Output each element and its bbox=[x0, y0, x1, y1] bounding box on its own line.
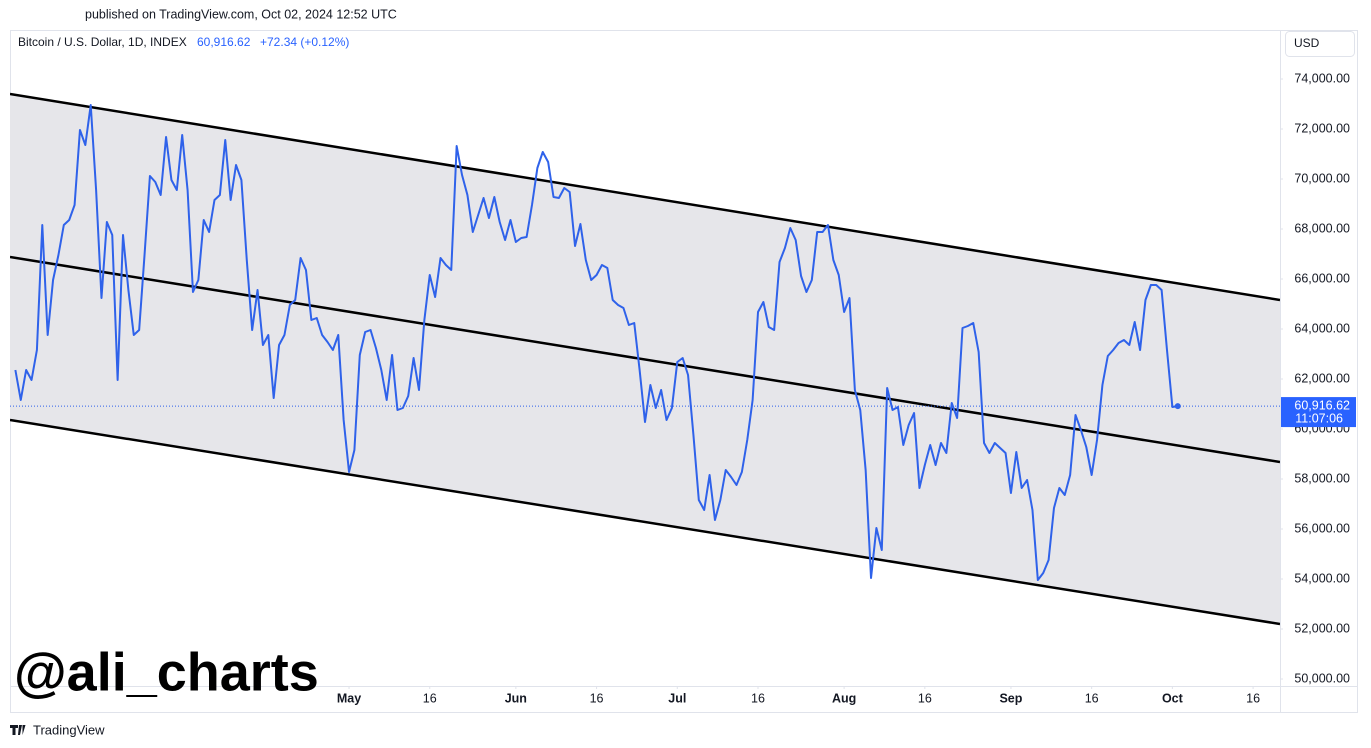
countdown: 11:07:06 bbox=[1295, 411, 1343, 425]
y-tick-label: 62,000.00 bbox=[1294, 371, 1350, 385]
channel-middle bbox=[10, 255, 1280, 464]
price-tag-label: 60,916.62 bbox=[1294, 398, 1350, 412]
x-tick-label: 16 bbox=[751, 691, 765, 705]
header-change: +72.34 (+0.12%) bbox=[260, 35, 349, 49]
brand: TradingView bbox=[33, 722, 105, 737]
y-tick-label: 64,000.00 bbox=[1294, 321, 1350, 335]
channel-upper bbox=[10, 92, 1280, 302]
currency[interactable]: USD bbox=[1294, 36, 1320, 50]
x-tick-label: Aug bbox=[832, 691, 856, 705]
y-tick-label: 54,000.00 bbox=[1294, 571, 1350, 585]
y-tick-label: 58,000.00 bbox=[1294, 471, 1350, 485]
x-tick-label: 16 bbox=[590, 691, 604, 705]
channel-lower bbox=[10, 418, 1280, 626]
x-tick-label: Jun bbox=[505, 691, 527, 705]
x-tick-label: Oct bbox=[1162, 691, 1184, 705]
y-tick-label: 74,000.00 bbox=[1294, 71, 1350, 85]
y-tick-label: 72,000.00 bbox=[1294, 121, 1350, 135]
last-point bbox=[1174, 403, 1181, 410]
y-tick-label: 52,000.00 bbox=[1294, 621, 1350, 635]
y-tick-label: 66,000.00 bbox=[1294, 271, 1350, 285]
x-tick-label: 16 bbox=[918, 691, 932, 705]
x-tick-label: May bbox=[337, 691, 361, 705]
x-tick-label: Jul bbox=[668, 691, 686, 705]
y-tick-label: 56,000.00 bbox=[1294, 521, 1350, 535]
price-tag bbox=[1281, 397, 1356, 428]
logo-icon bbox=[10, 725, 26, 735]
y-tick-label: 68,000.00 bbox=[1294, 221, 1350, 235]
x-tick-label: Sep bbox=[999, 691, 1022, 705]
price-line bbox=[14, 104, 1178, 581]
brand-logo: TradingView bbox=[10, 722, 105, 737]
currency-button[interactable] bbox=[1285, 31, 1355, 57]
published-note: published on TradingView.com, Oct 02, 20… bbox=[85, 7, 397, 21]
plot-area bbox=[10, 92, 1280, 626]
x-tick-label: 16 bbox=[423, 691, 437, 705]
x-tick-label: 16 bbox=[1246, 691, 1260, 705]
header-price: 60,916.62 bbox=[197, 35, 251, 49]
symbol: Bitcoin / U.S. Dollar, 1D, INDEX bbox=[18, 35, 187, 49]
watermark: @ali_charts bbox=[14, 642, 319, 702]
x-tick-label: 16 bbox=[1085, 691, 1099, 705]
y-tick-label: 50,000.00 bbox=[1294, 671, 1350, 685]
y-tick-label: 70,000.00 bbox=[1294, 171, 1350, 185]
